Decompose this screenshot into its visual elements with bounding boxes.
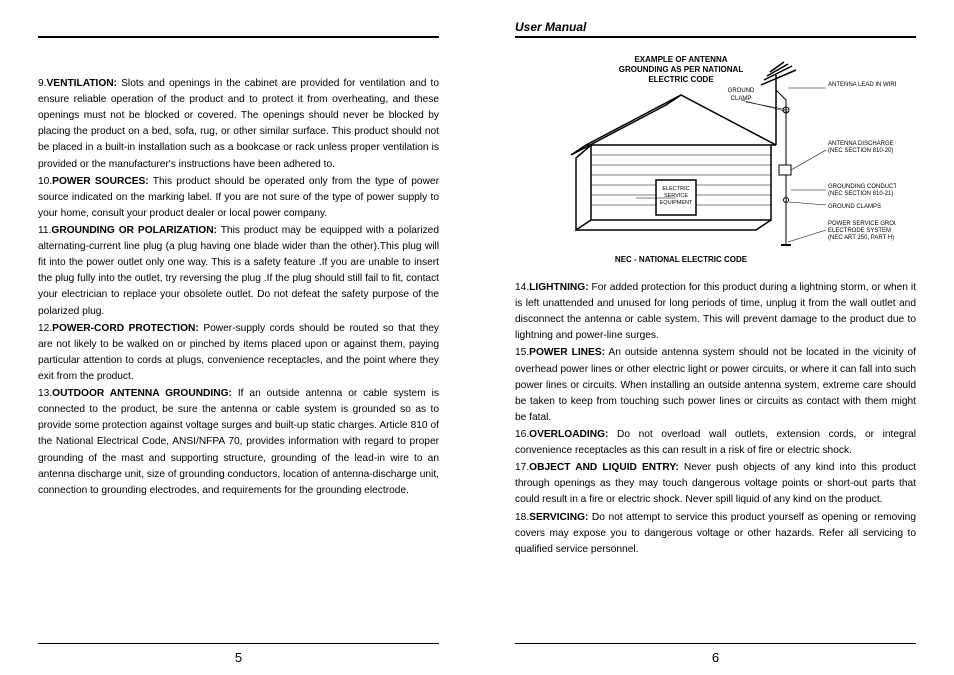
right-page: User Manual EXAMPLE OF ANTENNA GROUNDING… xyxy=(477,0,954,675)
section-number: 12. xyxy=(38,323,52,334)
left-header-rule xyxy=(38,18,439,38)
section-heading: SERVICING: xyxy=(529,512,588,523)
svg-text:CLAMP: CLAMP xyxy=(730,96,751,102)
manual-section: 17.OBJECT AND LIQUID ENTRY: Never push o… xyxy=(515,460,916,508)
section-number: 11. xyxy=(38,225,51,236)
section-number: 9. xyxy=(38,78,47,89)
section-text: Slots and openings in the cabinet are pr… xyxy=(38,78,439,170)
section-heading: OVERLOADING: xyxy=(529,429,608,440)
label-antenna-discharge-1: ANTENNA DISCHARGE UNIT xyxy=(828,141,896,147)
section-text: If an outside antenna or cable system is… xyxy=(38,388,439,496)
manual-section: 11.GROUNDING OR POLARIZATION: This produ… xyxy=(38,223,439,320)
section-text: An outside antenna system should not be … xyxy=(515,347,916,422)
left-page-number: 5 xyxy=(38,644,439,665)
left-page: 9.VENTILATION: Slots and openings in the… xyxy=(0,0,477,675)
label-power-service-3: (NEC ART 250, PART H) xyxy=(828,235,894,241)
manual-section: 14.LIGHTNING: For added protection for t… xyxy=(515,280,916,344)
section-number: 18. xyxy=(515,512,529,523)
antenna-grounding-diagram: EXAMPLE OF ANTENNA GROUNDING AS PER NATI… xyxy=(515,50,916,270)
section-number: 15. xyxy=(515,347,529,358)
manual-section: 9.VENTILATION: Slots and openings in the… xyxy=(38,76,439,173)
label-ground-clamp: GROUND xyxy=(727,88,754,94)
diagram-title-2: GROUNDING AS PER NATIONAL xyxy=(618,65,743,74)
manual-section: 15.POWER LINES: An outside antenna syste… xyxy=(515,345,916,426)
diagram-title-1: EXAMPLE OF ANTENNA xyxy=(634,55,727,64)
section-heading: VENTILATION: xyxy=(47,78,118,89)
manual-section: 18.SERVICING: Do not attempt to service … xyxy=(515,510,916,558)
label-electric-service-3: EQUIPMENT xyxy=(659,200,692,206)
diagram-footer: NEC - NATIONAL ELECTRIC CODE xyxy=(614,255,747,264)
section-heading: OBJECT AND LIQUID ENTRY: xyxy=(529,462,679,473)
label-antenna-discharge-2: (NEC SECTION 810-20) xyxy=(828,148,893,154)
section-heading: LIGHTNING: xyxy=(529,282,588,293)
section-heading: POWER LINES: xyxy=(529,347,605,358)
label-ground-clamps: GROUND CLAMPS xyxy=(828,204,881,210)
section-number: 13. xyxy=(38,388,52,399)
manual-section: 10.POWER SOURCES: This product should be… xyxy=(38,174,439,222)
right-header-rule: User Manual xyxy=(515,18,916,38)
section-heading: POWER SOURCES: xyxy=(52,176,149,187)
label-grounding-cond-2: (NEC SECTION 810-21) xyxy=(828,191,893,197)
right-header-title: User Manual xyxy=(515,20,586,34)
left-content: 9.VENTILATION: Slots and openings in the… xyxy=(38,46,439,643)
section-heading: GROUNDING OR POLARIZATION: xyxy=(51,225,217,236)
diagram-title-3: ELECTRIC CODE xyxy=(648,75,714,84)
manual-section: 16.OVERLOADING: Do not overload wall out… xyxy=(515,427,916,459)
right-page-number: 6 xyxy=(515,644,916,665)
section-text: This product may be equipped with a pola… xyxy=(38,225,439,317)
label-power-service-2: ELECTRODE SYSTEM xyxy=(828,228,891,234)
label-grounding-cond-1: GROUNDING CONDUCTORS xyxy=(828,184,896,190)
label-electric-service-1: ELECTRIC xyxy=(662,186,689,192)
manual-section: 12.POWER-CORD PROTECTION: Power-supply c… xyxy=(38,321,439,385)
label-antenna-lead-in: ANTENNA LEAD IN WIRE xyxy=(828,82,896,88)
right-content: EXAMPLE OF ANTENNA GROUNDING AS PER NATI… xyxy=(515,46,916,643)
section-number: 14. xyxy=(515,282,529,293)
manual-section: 13.OUTDOOR ANTENNA GROUNDING: If an outs… xyxy=(38,386,439,499)
section-number: 16. xyxy=(515,429,529,440)
label-power-service-1: POWER SERVICE GROUNDING xyxy=(828,221,896,227)
section-number: 17. xyxy=(515,462,529,473)
section-heading: OUTDOOR ANTENNA GROUNDING: xyxy=(52,388,232,399)
label-electric-service-2: SERVICE xyxy=(663,193,687,199)
section-heading: POWER-CORD PROTECTION: xyxy=(52,323,199,334)
section-number: 10. xyxy=(38,176,52,187)
